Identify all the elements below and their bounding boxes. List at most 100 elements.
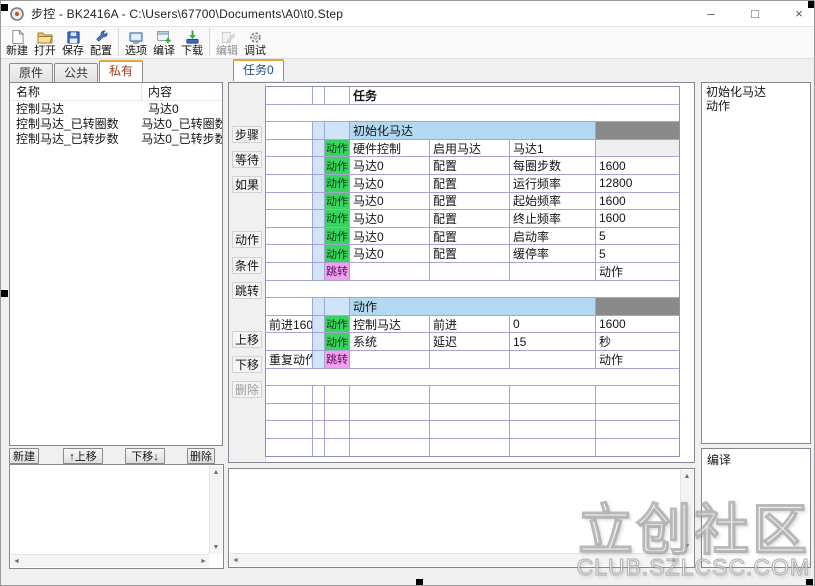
scroll-up-icon[interactable]: ▲ <box>683 473 691 480</box>
grid-cell[interactable] <box>510 438 596 457</box>
grid-cell[interactable] <box>430 386 510 403</box>
value-cell[interactable]: 动作 <box>596 350 679 368</box>
section-title-cell[interactable]: 动作 <box>350 298 596 315</box>
value-cell[interactable]: 秒 <box>596 333 679 350</box>
grid-cell[interactable] <box>325 421 350 438</box>
grid-cell[interactable]: 马达1 <box>510 139 596 157</box>
grid-cell[interactable]: 控制马达 <box>350 315 430 333</box>
grid-cell[interactable] <box>313 174 325 192</box>
vertical-scrollbar[interactable]: ▲ ▼ <box>209 466 222 554</box>
side-button-condition[interactable]: 条件 <box>232 257 262 274</box>
grid-cell[interactable] <box>325 438 350 457</box>
grid-cell[interactable] <box>510 262 596 280</box>
grid-cell[interactable] <box>266 386 313 403</box>
grid-cell[interactable] <box>313 245 325 262</box>
grid-cell[interactable] <box>350 350 430 368</box>
side-button-step[interactable]: 步骤 <box>232 126 262 143</box>
grid-blank-cell[interactable] <box>266 280 679 298</box>
grid-cell[interactable] <box>350 262 430 280</box>
variable-row[interactable]: 控制马达 马达0 <box>10 101 222 116</box>
bottom-panel[interactable]: ▲ ▼ ◄ ► <box>228 468 695 568</box>
grid-cell[interactable]: 运行频率 <box>510 174 596 192</box>
action-badge[interactable]: 动作 <box>325 245 350 262</box>
action-badge[interactable]: 动作 <box>325 174 350 192</box>
grid-cell[interactable] <box>266 298 313 315</box>
toolbar-button-debug[interactable]: 调试 <box>241 28 269 57</box>
grid-cell[interactable]: 马达0 <box>350 174 430 192</box>
grid-cell[interactable] <box>313 350 325 368</box>
toolbar-button-save[interactable]: 保存 <box>59 28 87 57</box>
scroll-down-icon[interactable]: ▼ <box>683 543 691 550</box>
value-cell[interactable]: 12800 <box>596 174 679 192</box>
grid-cell[interactable] <box>313 403 325 421</box>
grid-cell[interactable]: 马达0 <box>350 245 430 262</box>
tab-public[interactable]: 公共 <box>54 63 99 82</box>
value-cell[interactable]: 1600 <box>596 192 679 210</box>
grid-cell[interactable]: 配置 <box>430 210 510 227</box>
grid-cell[interactable]: 硬件控制 <box>350 139 430 157</box>
grid-cell[interactable] <box>313 210 325 227</box>
tab-private[interactable]: 私有 <box>99 60 144 82</box>
side-button-action[interactable]: 动作 <box>232 231 262 248</box>
value-cell[interactable]: 5 <box>596 227 679 245</box>
grid-blank-cell[interactable] <box>266 368 679 386</box>
action-badge[interactable]: 动作 <box>325 192 350 210</box>
grid-cell[interactable]: 0 <box>510 315 596 333</box>
grid-cell[interactable] <box>266 438 313 457</box>
step-label-cell[interactable] <box>266 192 313 210</box>
grid-cell[interactable] <box>266 87 313 104</box>
grid-cell[interactable]: 每圈步数 <box>510 157 596 174</box>
grid-cell[interactable]: 配置 <box>430 157 510 174</box>
step-label-cell[interactable] <box>266 227 313 245</box>
close-button[interactable]: × <box>795 6 803 21</box>
value-cell[interactable]: 1600 <box>596 210 679 227</box>
toolbar-button-configure[interactable]: 配置 <box>87 28 115 57</box>
scroll-down-icon[interactable]: ▼ <box>212 544 220 551</box>
grid-cell[interactable] <box>510 386 596 403</box>
grid-cell[interactable] <box>596 438 679 457</box>
side-button-move-up[interactable]: 上移 <box>232 331 262 348</box>
toolbar-button-open-folder[interactable]: 打开 <box>31 28 59 57</box>
grid-cell[interactable]: 马达0 <box>350 210 430 227</box>
section-end-cell[interactable] <box>596 122 679 139</box>
action-badge[interactable]: 动作 <box>325 315 350 333</box>
grid-cell[interactable] <box>313 139 325 157</box>
grid-cell[interactable] <box>325 298 350 315</box>
grid-cell[interactable] <box>430 350 510 368</box>
variable-row[interactable]: 控制马达_已转圈数 马达0_已转圈数 <box>10 116 222 131</box>
tab-components[interactable]: 原件 <box>9 63 54 82</box>
minimize-button[interactable]: – <box>707 6 715 21</box>
horizontal-scrollbar[interactable]: ◄ ► <box>230 553 680 566</box>
grid-cell[interactable]: 缓停率 <box>510 245 596 262</box>
action-badge[interactable]: 动作 <box>325 157 350 174</box>
grid-cell[interactable] <box>350 403 430 421</box>
grid-cell[interactable]: 延迟 <box>430 333 510 350</box>
side-button-if[interactable]: 如果 <box>232 176 262 193</box>
grid-cell[interactable] <box>313 298 325 315</box>
grid-cell[interactable] <box>313 333 325 350</box>
grid-cell[interactable] <box>266 403 313 421</box>
grid-cell[interactable] <box>350 421 430 438</box>
grid-cell[interactable]: 配置 <box>430 227 510 245</box>
grid-cell[interactable]: 马达0 <box>350 192 430 210</box>
left-button-new[interactable]: 新建 <box>9 448 39 464</box>
scroll-left-icon[interactable]: ◄ <box>232 556 239 564</box>
grid-cell[interactable] <box>325 122 350 139</box>
variable-row[interactable]: 控制马达_已转步数 马达0_已转步数 <box>10 131 222 146</box>
compile-panel[interactable]: 编译 <box>701 448 811 568</box>
grid-cell[interactable] <box>313 421 325 438</box>
left-button-move-up[interactable]: ↑上移 <box>63 448 103 464</box>
grid-cell[interactable]: 启用马达 <box>430 139 510 157</box>
side-button-move-down[interactable]: 下移 <box>232 356 262 373</box>
side-button-jump[interactable]: 跳转 <box>232 282 262 299</box>
left-button-delete[interactable]: 删除 <box>187 448 215 464</box>
grid-cell[interactable]: 15 <box>510 333 596 350</box>
grid-cell[interactable]: 配置 <box>430 174 510 192</box>
step-label-cell[interactable] <box>266 262 313 280</box>
step-label-cell[interactable] <box>266 245 313 262</box>
grid-cell[interactable]: 起始频率 <box>510 192 596 210</box>
side-button-wait[interactable]: 等待 <box>232 151 262 168</box>
grid-cell[interactable] <box>313 192 325 210</box>
toolbar-button-compile[interactable]: 编译 <box>150 28 178 57</box>
step-label-cell[interactable] <box>266 333 313 350</box>
